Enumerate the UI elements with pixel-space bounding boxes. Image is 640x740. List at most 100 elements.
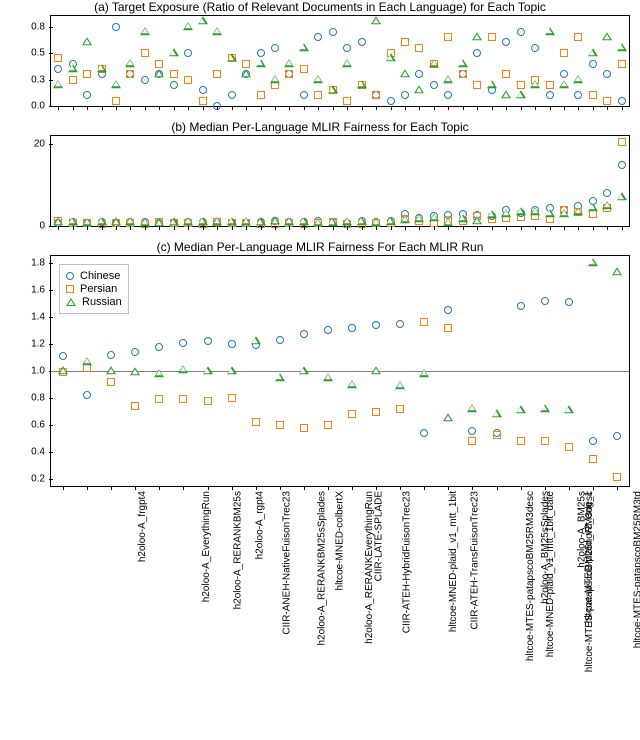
point-russian [275, 373, 285, 381]
point-persian [204, 397, 212, 405]
point-russian [357, 217, 367, 225]
point-russian [342, 217, 352, 225]
point-russian [602, 201, 612, 209]
y-tick-label: 0.6 [31, 420, 45, 431]
point-persian [285, 70, 293, 78]
point-russian [203, 366, 213, 374]
point-russian [270, 75, 280, 83]
point-chinese [199, 86, 207, 94]
point-chinese [531, 44, 539, 52]
point-persian [493, 431, 501, 439]
point-persian [372, 408, 380, 416]
point-chinese [502, 38, 510, 46]
point-chinese [348, 324, 356, 332]
point-russian [414, 85, 424, 93]
point-russian [443, 414, 453, 422]
point-russian [241, 69, 251, 77]
point-russian [400, 215, 410, 223]
point-chinese [131, 348, 139, 356]
legend-row: Russian [66, 296, 122, 308]
point-russian [400, 69, 410, 77]
figure-container: (a) Target Exposure (Ratio of Relevant D… [0, 0, 640, 740]
point-chinese [184, 49, 192, 57]
point-chinese [314, 33, 322, 41]
point-russian [111, 218, 121, 226]
point-persian [179, 395, 187, 403]
point-chinese [546, 91, 554, 99]
point-chinese [430, 81, 438, 89]
point-persian [199, 97, 207, 105]
panel-b-plot [51, 136, 629, 226]
point-russian [256, 59, 266, 67]
point-russian [564, 405, 574, 413]
point-russian [140, 218, 150, 226]
point-chinese [155, 343, 163, 351]
point-chinese [300, 91, 308, 99]
circle-icon [66, 272, 74, 280]
point-persian [213, 70, 221, 78]
point-russian [284, 217, 294, 225]
y-tick-label: 1.2 [31, 338, 45, 349]
point-persian [69, 76, 77, 84]
point-russian [111, 80, 121, 88]
point-chinese [444, 91, 452, 99]
point-persian [444, 33, 452, 41]
legend: ChinesePersianRussian [59, 264, 129, 314]
point-russian [140, 27, 150, 35]
point-chinese [565, 298, 573, 306]
point-russian [130, 368, 140, 376]
point-russian [82, 38, 92, 46]
point-russian [183, 217, 193, 225]
point-russian [492, 409, 502, 417]
run-label: CIIR-ATEH-HybridFuisonTrec23 [401, 491, 412, 633]
point-persian [589, 455, 597, 463]
point-russian [53, 218, 63, 226]
run-label: CIIR-ANEH-NativeFuisonTrec23 [282, 491, 293, 635]
point-russian [487, 80, 497, 88]
point-russian [256, 218, 266, 226]
triangle-icon [66, 298, 76, 306]
point-russian [198, 217, 208, 225]
point-chinese [141, 76, 149, 84]
point-chinese [387, 97, 395, 105]
point-persian [112, 97, 120, 105]
point-persian [603, 97, 611, 105]
run-label: hltcoe-MNED-plaid_v1_mtt_1bit [448, 491, 459, 632]
point-russian [169, 48, 179, 56]
run-label: hltcoe-MTES-patapscoBM25RM3td [633, 491, 640, 648]
point-chinese [276, 336, 284, 344]
point-russian [154, 369, 164, 377]
point-persian [83, 364, 91, 372]
point-persian [257, 91, 265, 99]
point-russian [516, 207, 526, 215]
point-persian [618, 138, 626, 146]
panel-b-yaxis: 020 [9, 136, 49, 226]
point-russian [530, 80, 540, 88]
point-persian [613, 473, 621, 481]
point-russian [227, 217, 237, 225]
point-russian [342, 59, 352, 67]
point-russian [328, 85, 338, 93]
run-label: CIIR-ATEH-TransFuisonTrec23 [470, 491, 481, 630]
panel-c: 0.20.40.60.81.01.21.41.61.8 ChinesePersi… [50, 255, 630, 487]
point-persian [589, 91, 597, 99]
point-russian [429, 213, 439, 221]
point-chinese [574, 91, 582, 99]
point-persian [372, 91, 380, 99]
point-chinese [83, 391, 91, 399]
point-persian [565, 443, 573, 451]
point-russian [198, 16, 208, 24]
run-label: h2oloo-A_BM25s [576, 491, 587, 568]
point-chinese [589, 437, 597, 445]
point-russian [68, 64, 78, 72]
point-chinese [618, 97, 626, 105]
point-persian [546, 81, 554, 89]
point-persian [459, 70, 467, 78]
point-chinese [324, 326, 332, 334]
point-russian [53, 80, 63, 88]
point-russian [559, 80, 569, 88]
point-chinese [468, 427, 476, 435]
point-russian [371, 366, 381, 374]
point-russian [559, 209, 569, 217]
point-persian [420, 318, 428, 326]
